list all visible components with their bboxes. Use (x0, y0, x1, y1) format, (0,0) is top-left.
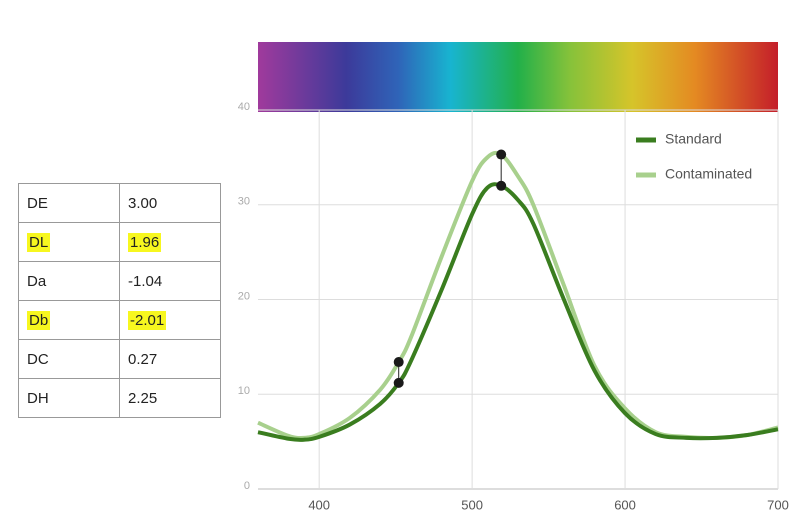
table-cell: Db (18, 300, 120, 340)
cell-label: DH (27, 389, 49, 407)
x-tick-label: 700 (767, 497, 789, 512)
table-cell: 0.27 (119, 339, 221, 379)
cell-label: DE (27, 194, 48, 212)
cell-value: -1.04 (128, 272, 163, 290)
legend-label: Standard (665, 131, 722, 147)
y-tick-label: 0 (244, 480, 250, 492)
table-row: Db -2.01 (18, 300, 221, 340)
color-difference-table: DE 3.00 DL 1.96 Da -1.04 Db -2.01 DC 0.27 DH 2.25 (18, 183, 221, 418)
cell-value: 1.96 (128, 232, 162, 252)
spectrum-bar (258, 42, 778, 112)
table-cell: -2.01 (119, 300, 221, 340)
y-tick-label: 10 (238, 385, 250, 397)
cell-value: -2.01 (128, 310, 167, 330)
marker-dot (393, 357, 404, 368)
marker-dot (496, 180, 507, 191)
cell-value: 2.25 (128, 389, 158, 407)
table-cell: 3.00 (119, 183, 221, 223)
table-cell: 1.96 (119, 222, 221, 262)
table-cell: 2.25 (119, 378, 221, 418)
x-tick-label: 400 (308, 497, 330, 512)
table-row: DL 1.96 (18, 222, 221, 262)
table-cell: -1.04 (119, 261, 221, 301)
table-cell: Da (18, 261, 120, 301)
cell-label: DC (27, 350, 49, 368)
x-tick-label: 500 (461, 497, 483, 512)
table-cell: DE (18, 183, 120, 223)
y-tick-label: 20 (238, 290, 250, 302)
marker-dot (393, 377, 404, 388)
x-tick-label: 600 (614, 497, 636, 512)
table-row: Da -1.04 (18, 261, 221, 301)
marker-dot (496, 149, 507, 160)
table-row: DH 2.25 (18, 378, 221, 418)
cell-label: DL (27, 232, 51, 252)
cell-value: 0.27 (128, 350, 158, 368)
table-cell: DH (18, 378, 120, 418)
cell-label: Da (27, 272, 47, 290)
table-row: DC 0.27 (18, 339, 221, 379)
series-line (257, 182, 779, 442)
table-row: DE 3.00 (18, 183, 221, 223)
series-line (257, 150, 779, 441)
y-tick-label: 30 (238, 196, 250, 208)
y-tick-label: 40 (238, 101, 250, 113)
table-cell: DC (18, 339, 120, 379)
cell-value: 3.00 (128, 194, 158, 212)
legend-label: Contaminated (665, 166, 752, 182)
cell-label: Db (27, 310, 51, 330)
